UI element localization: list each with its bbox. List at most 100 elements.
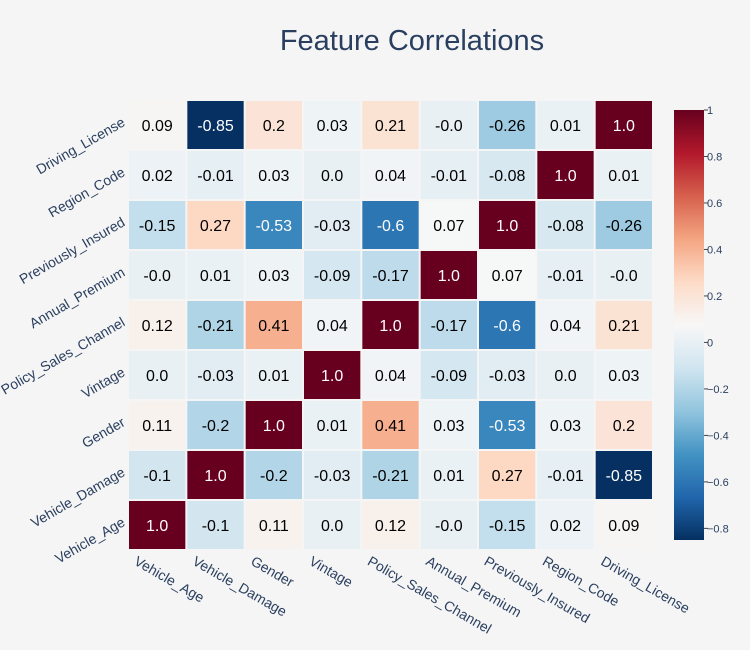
cell-value-label: -0.09 bbox=[314, 268, 351, 285]
heatmap-cell bbox=[537, 251, 594, 299]
cell-value-label: -0.0 bbox=[435, 518, 463, 535]
cell-value-label: 0.09 bbox=[608, 518, 639, 535]
heatmap-cell bbox=[362, 451, 419, 499]
cell-value-label: -0.1 bbox=[202, 518, 230, 535]
heatmap-cell bbox=[245, 501, 302, 549]
heatmap-cell bbox=[362, 201, 419, 249]
heatmap-cell bbox=[245, 151, 302, 199]
heatmap-cell bbox=[537, 301, 594, 349]
cell-value-label: -0.21 bbox=[372, 468, 409, 485]
cell-value-label: 0.41 bbox=[258, 318, 289, 335]
cell-value-label: 0.09 bbox=[142, 118, 173, 135]
cell-value-label: 1.0 bbox=[554, 168, 576, 185]
heatmap-cell bbox=[420, 151, 477, 199]
heatmap-cell bbox=[362, 351, 419, 399]
cell-value-label: -0.0 bbox=[610, 268, 638, 285]
cell-value-label: 0.03 bbox=[433, 418, 464, 435]
colorbar-tick-label: −0.8 bbox=[707, 523, 729, 535]
cell-value-label: 1.0 bbox=[146, 518, 168, 535]
heatmap-cell bbox=[304, 151, 361, 199]
cell-value-label: 0.12 bbox=[142, 318, 173, 335]
heatmap-cell bbox=[362, 401, 419, 449]
heatmap-cell bbox=[479, 301, 536, 349]
cell-value-label: -0.03 bbox=[489, 368, 526, 385]
colorbar-tick-label: −0.2 bbox=[707, 384, 729, 396]
cell-value-label: 0.21 bbox=[608, 318, 639, 335]
cell-value-label: 0.41 bbox=[375, 418, 406, 435]
cell-value-label: 1.0 bbox=[321, 368, 343, 385]
heatmap-cell bbox=[129, 251, 186, 299]
cell-value-label: 0.2 bbox=[613, 418, 635, 435]
y-tick-label: Region_Code bbox=[45, 164, 127, 221]
heatmap-cell bbox=[479, 251, 536, 299]
heatmap-cell bbox=[362, 151, 419, 199]
cell-value-label: 1.0 bbox=[496, 218, 518, 235]
heatmap-cell bbox=[595, 251, 652, 299]
cell-value-label: 0.03 bbox=[550, 418, 581, 435]
y-axis-tick-labels: Vehicle_AgeVehicle_DamageGenderVintagePo… bbox=[0, 114, 128, 567]
heatmap-cell bbox=[479, 201, 536, 249]
colorbar-tick-label: −0.6 bbox=[707, 477, 729, 489]
cell-value-label: -0.17 bbox=[431, 318, 468, 335]
cell-value-label: 0.12 bbox=[375, 518, 406, 535]
heatmap-cell bbox=[362, 101, 419, 149]
cell-value-label: 0.03 bbox=[258, 168, 289, 185]
cell-value-label: -0.01 bbox=[547, 268, 584, 285]
cell-value-label: -0.6 bbox=[493, 318, 521, 335]
heatmap-cell bbox=[537, 201, 594, 249]
cell-value-label: 0.0 bbox=[321, 518, 343, 535]
cell-value-label: 0.02 bbox=[550, 518, 581, 535]
heatmap-cell bbox=[245, 301, 302, 349]
cell-value-label: 0.03 bbox=[608, 368, 639, 385]
cell-value-label: 0.11 bbox=[142, 418, 172, 435]
cell-value-label: 0.01 bbox=[550, 118, 581, 135]
heatmap-cell bbox=[304, 501, 361, 549]
heatmap-cell bbox=[537, 101, 594, 149]
cell-value-label: 0.01 bbox=[200, 268, 231, 285]
heatmap-cell bbox=[362, 301, 419, 349]
cell-value-label: 0.11 bbox=[259, 518, 289, 535]
heatmap-cell bbox=[304, 301, 361, 349]
heatmap-cell bbox=[129, 301, 186, 349]
colorbar-tick-label: 0.8 bbox=[707, 151, 722, 163]
heatmap-cell bbox=[595, 151, 652, 199]
heatmap-cell bbox=[304, 101, 361, 149]
cell-value-label: 0.03 bbox=[258, 268, 289, 285]
heatmap-cell bbox=[187, 401, 244, 449]
heatmap-cell bbox=[479, 151, 536, 199]
cell-value-label: 0.27 bbox=[492, 468, 523, 485]
cell-value-label: -0.53 bbox=[256, 218, 293, 235]
heatmap-cell bbox=[479, 501, 536, 549]
heatmap-cell bbox=[187, 151, 244, 199]
cell-value-label: 0.0 bbox=[554, 368, 576, 385]
cell-value-label: -0.03 bbox=[197, 368, 234, 385]
cell-value-label: 1.0 bbox=[204, 468, 226, 485]
x-tick-label: Gender bbox=[248, 553, 297, 590]
cell-value-label: 0.03 bbox=[317, 118, 348, 135]
cell-value-label: -0.2 bbox=[202, 418, 230, 435]
cell-value-label: 0.27 bbox=[200, 218, 231, 235]
cell-value-label: 0.21 bbox=[375, 118, 406, 135]
heatmap-cell bbox=[129, 151, 186, 199]
heatmap-cell bbox=[362, 501, 419, 549]
heatmap-cell bbox=[420, 451, 477, 499]
heatmap-cell bbox=[595, 451, 652, 499]
heatmap-cell bbox=[245, 351, 302, 399]
cell-value-label: 0.07 bbox=[492, 268, 523, 285]
cell-value-label: -0.53 bbox=[489, 418, 526, 435]
cell-value-label: -0.21 bbox=[197, 318, 234, 335]
heatmap-cell bbox=[129, 351, 186, 399]
heatmap-cell bbox=[129, 401, 186, 449]
cell-value-label: -0.26 bbox=[606, 218, 643, 235]
heatmap-cell bbox=[304, 401, 361, 449]
cell-value-label: -0.6 bbox=[377, 218, 405, 235]
cell-value-label: -0.09 bbox=[431, 368, 468, 385]
cell-value-label: 0.04 bbox=[550, 318, 581, 335]
heatmap-cell bbox=[304, 351, 361, 399]
heatmap-cell bbox=[537, 351, 594, 399]
cell-value-label: -0.2 bbox=[260, 468, 288, 485]
heatmap-cell bbox=[187, 501, 244, 549]
cell-value-label: 0.04 bbox=[375, 168, 406, 185]
y-tick-label: Vehicle_Age bbox=[52, 514, 128, 567]
heatmap-cell bbox=[187, 101, 244, 149]
